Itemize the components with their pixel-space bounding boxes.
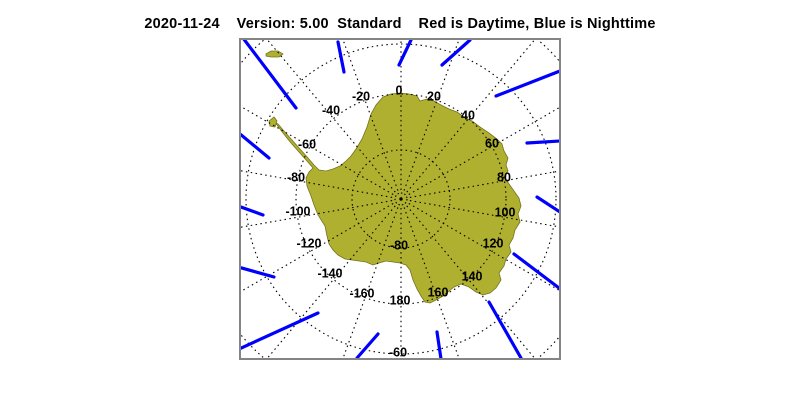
longitude-label: 20 xyxy=(427,90,441,104)
longitude-label: -140 xyxy=(317,267,342,281)
south-pole-dot xyxy=(399,197,403,201)
night-track-segment xyxy=(241,205,265,217)
longitude-label: -100 xyxy=(285,205,310,219)
meridian-line xyxy=(403,40,460,191)
night-track-segment xyxy=(397,40,413,67)
island xyxy=(268,116,278,128)
meridian-line xyxy=(266,205,396,358)
night-track-segment xyxy=(494,69,559,98)
night-track-segment xyxy=(487,300,523,358)
meridian-line xyxy=(241,200,393,228)
night-track-segment xyxy=(241,311,320,350)
meridian-line xyxy=(241,203,394,293)
longitude-label: -160 xyxy=(349,287,374,301)
longitude-label: 80 xyxy=(497,171,511,185)
latitude-ring xyxy=(295,93,507,305)
antarctica-landmass xyxy=(273,92,522,304)
night-track-segment xyxy=(435,330,443,358)
meridian-line xyxy=(241,105,394,195)
longitude-label: 60 xyxy=(485,137,499,151)
map-frame xyxy=(239,38,561,360)
night-track-segment xyxy=(336,40,346,74)
longitude-label: -120 xyxy=(296,237,321,251)
meridian-line xyxy=(403,207,460,358)
meridian-line xyxy=(241,170,393,198)
meridian-line xyxy=(409,170,559,198)
night-track-segment xyxy=(242,40,298,110)
longitude-label: -20 xyxy=(352,90,370,104)
night-track-segment xyxy=(525,139,559,145)
longitude-label: 160 xyxy=(428,286,449,300)
longitude-label: 0 xyxy=(396,84,403,98)
title-bar: 2020-11-24 Version: 5.00 Standard Red is… xyxy=(0,15,800,33)
meridian-line xyxy=(266,40,396,193)
meridian-line xyxy=(342,207,399,358)
latitude-label: -80 xyxy=(390,239,408,253)
meridian-line xyxy=(406,40,536,193)
latitude-ring xyxy=(245,43,557,355)
night-track-segment xyxy=(512,252,559,290)
meridian-line xyxy=(409,200,559,228)
meridian-line xyxy=(342,40,399,191)
longitude-label: -40 xyxy=(322,104,340,118)
longitude-label: 180 xyxy=(390,294,411,308)
meridian-line xyxy=(408,107,559,195)
night-track-segment xyxy=(355,332,380,358)
map-content: 0 20 40 60 80 100 120 140 160 180 -160 -140 -120 -100… xyxy=(241,40,559,360)
longitude-label: 100 xyxy=(495,206,516,220)
meridian-line xyxy=(406,205,536,358)
longitude-label: 140 xyxy=(462,270,483,284)
night-track-segment xyxy=(241,266,276,279)
map-title: 2020-11-24 Version: 5.00 Standard Red is… xyxy=(144,16,656,32)
longitude-label: -80 xyxy=(287,171,305,185)
meridian-line xyxy=(408,203,559,291)
night-track-segment xyxy=(535,195,559,214)
latitude-label: -60 xyxy=(389,346,407,360)
night-track-segment xyxy=(440,40,472,67)
night-track-segment xyxy=(241,132,271,160)
longitude-label: 120 xyxy=(483,237,504,251)
island xyxy=(265,50,284,58)
longitude-label: -60 xyxy=(298,138,316,152)
pole-circle xyxy=(394,192,408,206)
longitude-label: 40 xyxy=(461,109,475,123)
